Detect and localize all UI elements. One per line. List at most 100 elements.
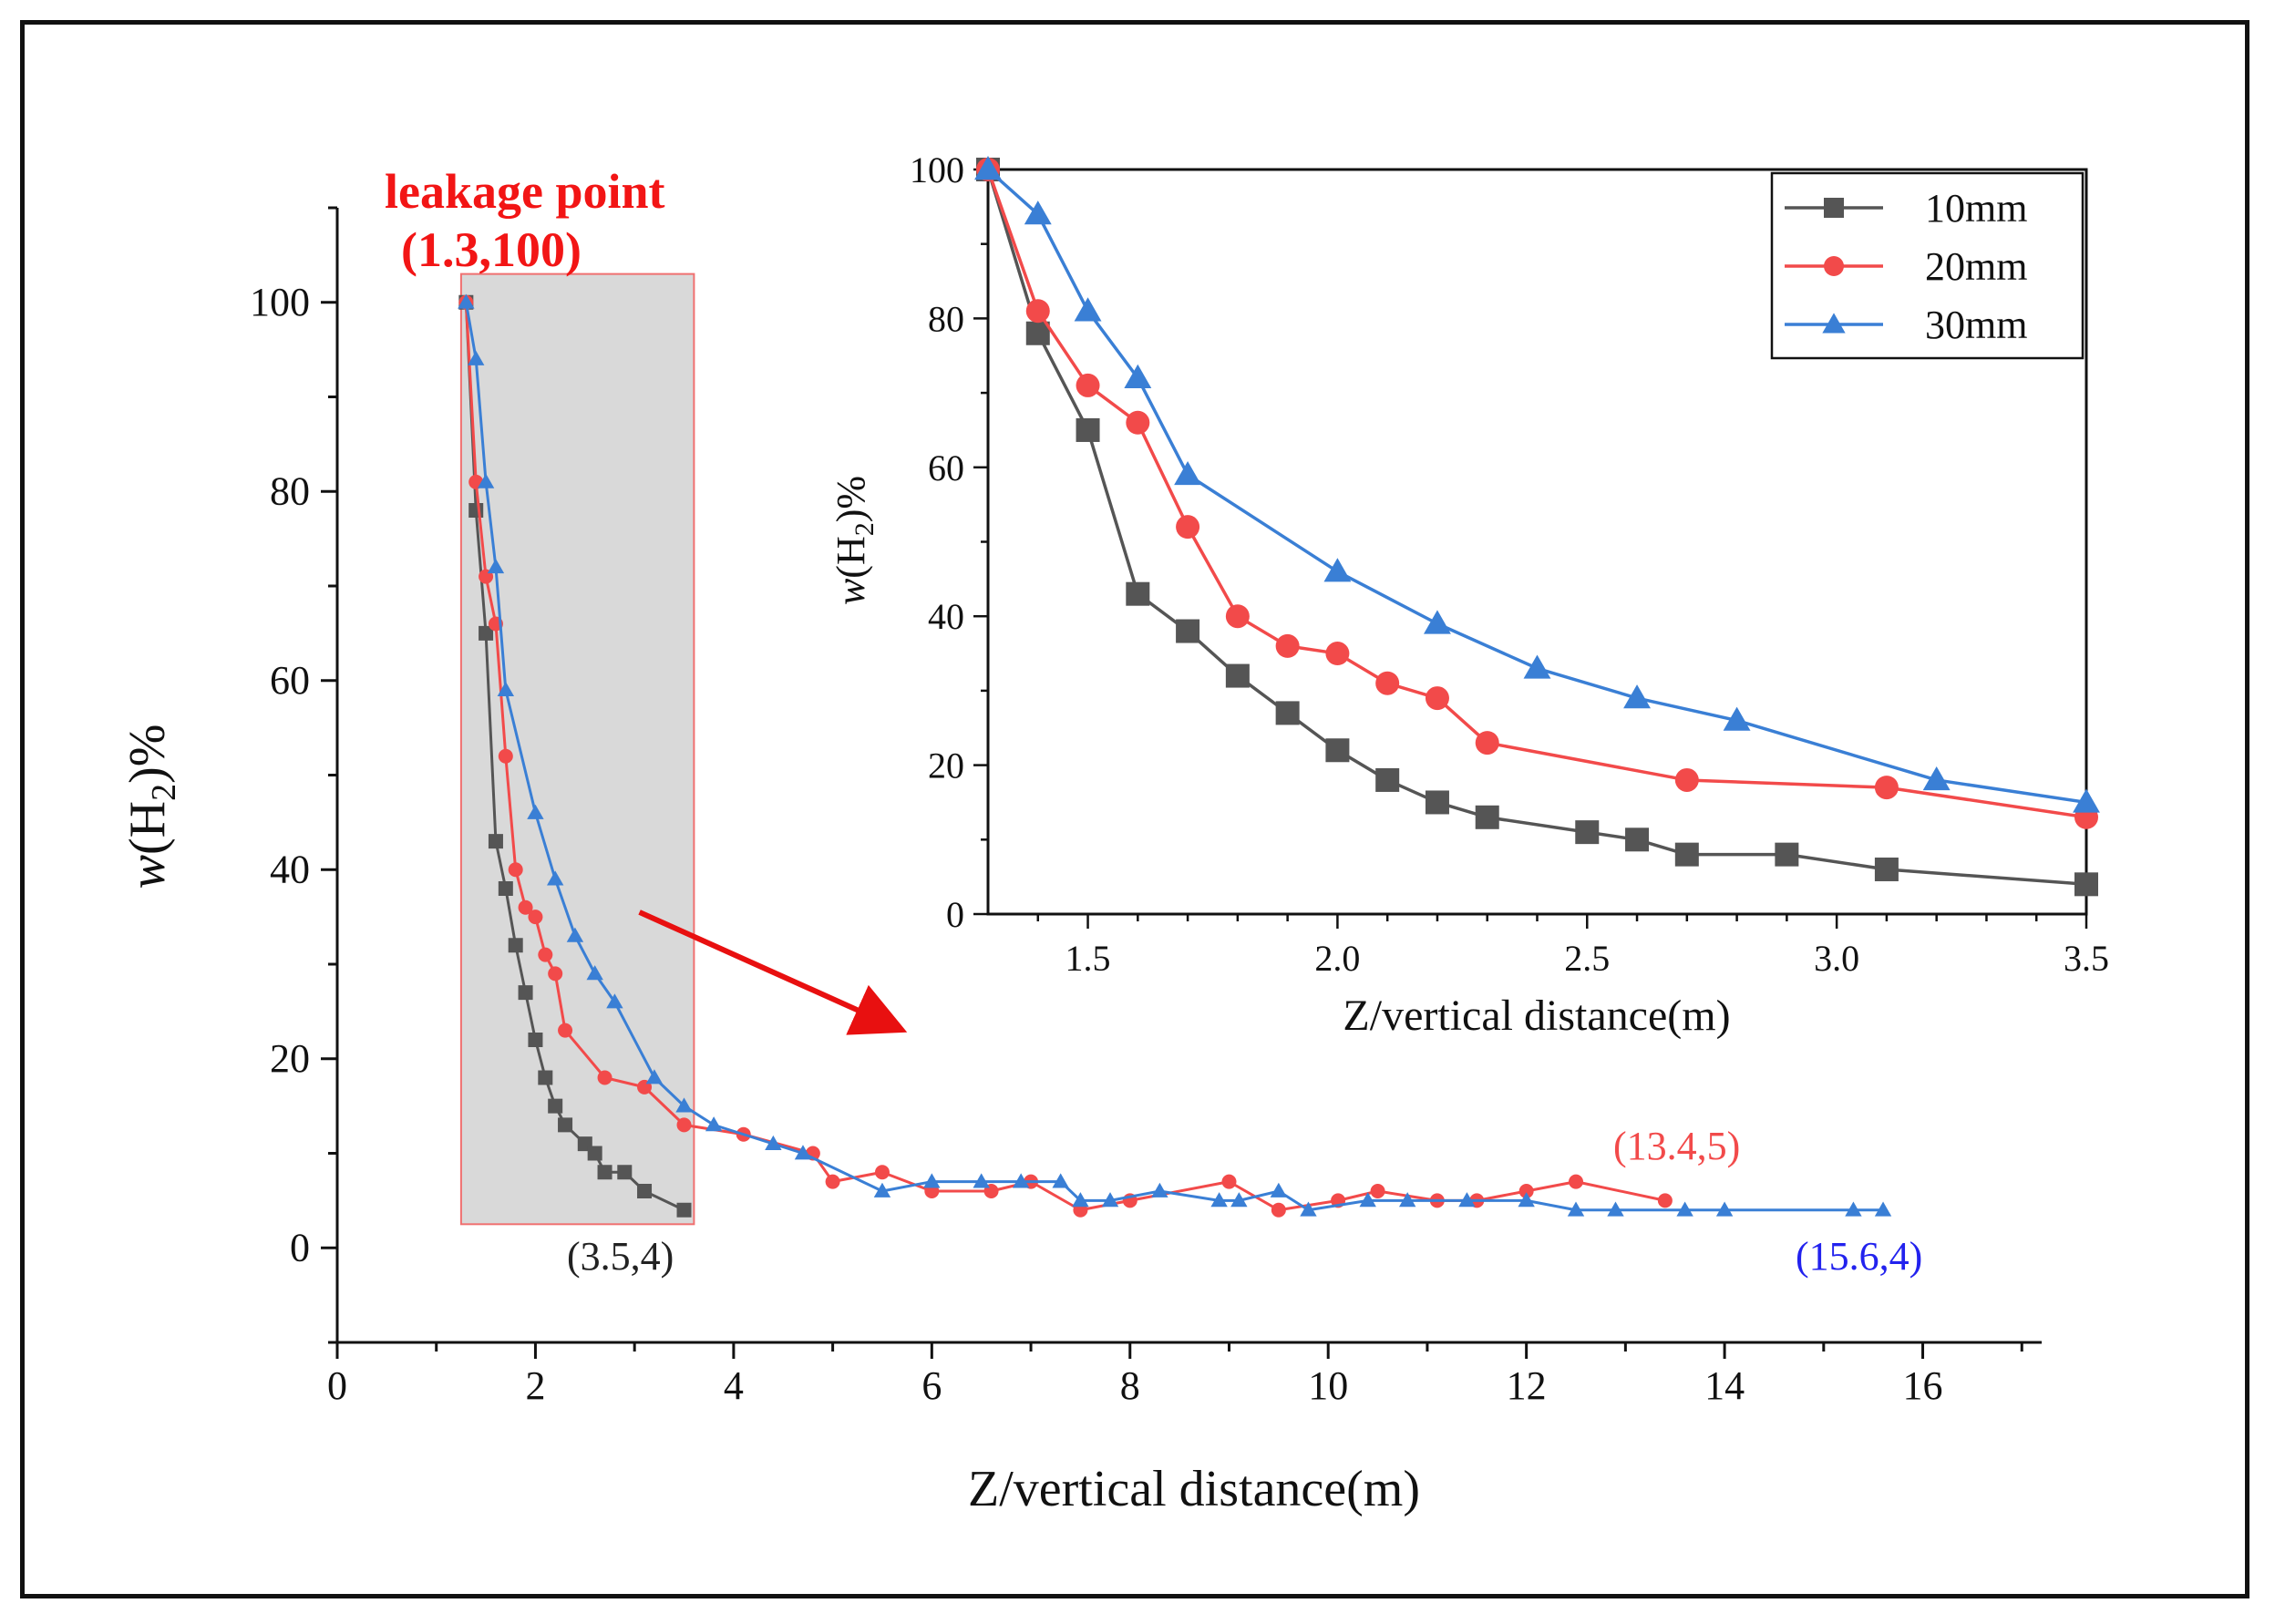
main-point-30mm [527,804,544,819]
main-point-10mm [479,625,494,641]
inset-point-30mm [1424,610,1451,634]
main-point-20mm [498,748,513,764]
main-point-30mm [1012,1173,1030,1188]
main-point-10mm [587,1146,602,1161]
inset-point-10mm [1874,857,1899,881]
inset-point-30mm [1523,654,1551,679]
main-point-20mm [1370,1184,1385,1198]
main-y-label-prefix: w [119,855,176,889]
main-point-20mm [1221,1174,1237,1189]
inset-point-20mm [1375,671,1400,695]
main-point-20mm [558,1023,573,1038]
main-x-tick-label: 8 [1120,1363,1140,1408]
main-point-30mm [1607,1201,1624,1217]
inset-point-20mm [1874,776,1899,800]
inset-point-10mm [1425,790,1449,815]
main-point-20mm [1518,1184,1534,1198]
main-point-30mm [1072,1192,1089,1208]
main-point-30mm [468,350,485,365]
inset-y-tick-label: 40 [928,596,964,637]
main-point-10mm [676,1202,692,1218]
main-x-axis-label: Z/vertical distance(m) [968,1461,1420,1517]
legend-label-30mm: 30mm [1925,303,2027,347]
inset-axes: 1.5 2.0 2.5 3.0 3.5 0 20 40 60 80 100 [910,149,2109,979]
inset-y-tick-label: 100 [910,149,964,190]
main-point-20mm [1271,1202,1286,1218]
zoom-arrow [638,910,908,1035]
inset-x-tick-label: 3.5 [2064,938,2109,979]
inset-point-20mm [1225,604,1250,629]
main-y-tick-label: 60 [270,658,310,703]
legend-marker-10mm [1824,198,1844,218]
main-series-group [458,293,1892,1218]
main-point-10mm [528,1033,543,1047]
inset-legend: 10mm 20mm 30mm [1770,171,2085,360]
main-point-20mm [548,966,563,982]
inset-y-label-suffix: )% [829,476,873,522]
main-x-tick-label: 4 [724,1363,744,1408]
inset-point-10mm [1325,738,1350,763]
main-x-tick-label: 6 [921,1363,942,1408]
main-point-20mm [518,899,533,915]
main-x-tick-label: 12 [1507,1363,1547,1408]
main-point-30mm [973,1173,990,1188]
main-point-20mm [874,1165,890,1180]
inset-point-30mm [974,156,1002,180]
main-point-10mm [508,938,523,953]
main-point-10mm [488,834,503,849]
main-point-30mm [1101,1192,1119,1208]
main-point-30mm [1300,1201,1317,1217]
main-point-10mm [498,881,513,896]
inset-point-30mm [1174,461,1202,486]
inset-point-10mm [1375,767,1400,792]
inset-point-10mm [1625,827,1650,852]
inset-chart: 1.5 2.0 2.5 3.0 3.5 0 20 40 60 80 100 10mm 20mm 30mm… [829,149,2109,1040]
main-point-30mm [705,1116,723,1132]
legend-marker-20mm [1824,256,1844,276]
inset-y-axis-label: w(H2)% [829,476,880,605]
main-point-30mm [794,1145,812,1160]
main-point-20mm [528,910,543,925]
highlight-region [459,272,695,1226]
main-x-tick-label: 14 [1704,1363,1745,1408]
main-point-30mm [873,1182,891,1197]
inset-series-line-30mm [986,168,2087,805]
inset-point-10mm [1475,805,1499,829]
main-point-30mm [477,473,495,488]
main-point-30mm [487,559,505,574]
main-point-30mm [1359,1192,1376,1208]
main-point-30mm [1210,1192,1228,1208]
inset-point-30mm [2073,788,2100,813]
main-point-30mm [1270,1182,1288,1197]
main-point-20mm [1569,1174,1584,1189]
inset-point-20mm [1475,731,1499,755]
inset-x-tick-label: 3.0 [1814,938,1859,979]
inset-x-tick-label: 1.5 [1065,938,1111,979]
inset-point-20mm [1176,515,1200,540]
main-x-tick-label: 16 [1903,1363,1943,1408]
inset-point-10mm [1275,701,1300,725]
main-y-axis-label: w(H2)% [119,725,183,889]
inset-point-20mm [1325,642,1350,666]
main-point-20mm [825,1174,840,1189]
inset-y-tick-label: 0 [946,894,964,935]
main-point-30mm [1230,1192,1248,1208]
main-y-tick-label: 20 [270,1036,310,1081]
main-point-20mm [676,1117,692,1133]
inset-point-30mm [1074,297,1102,322]
main-y-tick-label: 80 [270,468,310,513]
main-point-10mm [468,503,484,518]
inset-y-tick-label: 80 [928,298,964,339]
inset-y-label-main: (H [829,536,873,578]
inset-point-10mm [1775,842,1799,867]
main-y-tick-label: 0 [290,1225,310,1269]
inset-point-30mm [1024,200,1052,225]
main-point-20mm [1657,1193,1673,1208]
inset-point-30mm [1623,684,1651,709]
main-point-10mm [518,985,533,1001]
main-y-tick-label: 40 [270,847,310,891]
main-point-30mm [1567,1201,1585,1217]
